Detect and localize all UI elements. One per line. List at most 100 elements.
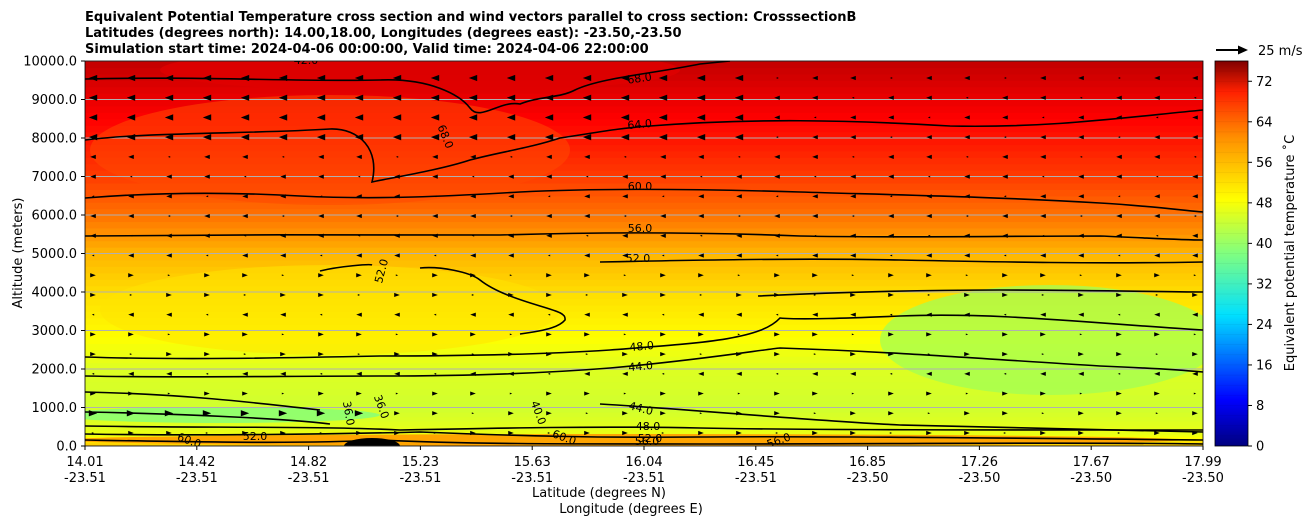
wind-vector xyxy=(1193,392,1197,395)
theta-e-band xyxy=(85,272,1203,280)
x-tick-label-latitude: 16.45 xyxy=(737,455,774,470)
wind-vector xyxy=(774,292,780,298)
wind-vector xyxy=(509,274,513,277)
theta-e-band xyxy=(85,112,1203,120)
chart-title-line-3: Simulation start time: 2024-04-06 00:00:… xyxy=(85,42,649,57)
wind-vector xyxy=(1154,312,1160,317)
wind-vector xyxy=(166,430,172,436)
wind-vector xyxy=(204,332,210,337)
wind-vector xyxy=(888,213,894,219)
wind-vector xyxy=(1003,254,1007,257)
wind-vector xyxy=(620,114,630,121)
wind-vector xyxy=(546,154,552,159)
wind-vector xyxy=(813,116,817,119)
wind-vector xyxy=(316,94,326,101)
contour-label: 68.0 xyxy=(626,70,652,86)
wind-vector xyxy=(964,115,970,120)
wind-vector xyxy=(1192,135,1198,140)
wind-vector xyxy=(1040,312,1046,317)
theta-e-band xyxy=(85,253,1203,261)
wind-vector xyxy=(889,77,893,79)
theta-e-band xyxy=(85,356,1203,364)
wind-vector xyxy=(1155,353,1159,356)
wind-vector xyxy=(926,430,932,436)
wind-vector xyxy=(166,292,172,298)
wind-vector xyxy=(812,273,818,278)
x-tick-label-longitude: -23.51 xyxy=(623,471,665,486)
theta-e-band xyxy=(85,304,1203,312)
theta-e-band xyxy=(85,330,1203,338)
x-tick-label-latitude: 17.67 xyxy=(1073,455,1110,470)
wind-vector xyxy=(1041,412,1045,415)
wind-vector xyxy=(1117,372,1121,375)
wind-vector xyxy=(88,134,98,141)
wind-vector xyxy=(774,115,780,120)
wind-vector xyxy=(204,352,210,357)
wind-vector xyxy=(696,134,706,141)
wind-vector xyxy=(1193,333,1197,336)
contour-label: 52.0 xyxy=(372,258,391,285)
wind-vector xyxy=(242,371,248,376)
y-tick-label: 0.0 xyxy=(56,440,77,455)
wind-vector xyxy=(280,430,286,436)
wind-vector xyxy=(242,332,248,337)
wind-vector xyxy=(508,194,514,199)
theta-e-band xyxy=(85,157,1203,165)
wind-vector xyxy=(547,372,551,375)
wind-vector xyxy=(698,273,704,278)
wind-vector xyxy=(167,333,171,336)
wind-vector xyxy=(1078,75,1084,81)
wind-vector xyxy=(316,410,326,417)
theta-e-band xyxy=(85,388,1203,396)
wind-vector xyxy=(129,234,133,237)
wind-vector xyxy=(734,114,744,121)
wind-vector xyxy=(468,114,478,121)
x-tick-label-latitude: 17.26 xyxy=(961,455,998,470)
wind-vector xyxy=(1155,175,1159,178)
theta-e-band xyxy=(85,429,1203,436)
wind-vector xyxy=(775,77,779,79)
wind-vector xyxy=(1116,273,1122,278)
wind-vector xyxy=(698,154,704,159)
wind-vector xyxy=(813,234,817,237)
contour-label: 64.0 xyxy=(627,117,653,132)
wind-vector xyxy=(736,411,742,416)
wind-vector xyxy=(1155,116,1159,119)
contour-label: 44.0 xyxy=(627,399,654,418)
wind-vector xyxy=(585,353,589,356)
wind-vector xyxy=(1041,234,1045,237)
wind-vector xyxy=(584,371,590,376)
wind-vector xyxy=(812,332,818,337)
contour-label: 52.0 xyxy=(638,432,663,445)
wind-vector xyxy=(508,253,514,258)
wind-vector xyxy=(432,411,438,416)
wind-vector xyxy=(354,134,364,141)
wind-vector xyxy=(658,94,668,101)
wind-vector xyxy=(126,74,136,82)
wind-vector xyxy=(90,273,96,278)
wind-vector xyxy=(737,392,741,395)
wind-vector xyxy=(622,194,628,199)
wind-vector xyxy=(357,294,361,296)
wind-vector xyxy=(278,94,288,101)
wind-vector xyxy=(509,155,513,158)
wind-vector xyxy=(432,174,438,179)
wind-vector xyxy=(356,332,362,337)
wind-vector xyxy=(584,312,590,317)
wind-vector xyxy=(126,114,136,121)
wind-vector xyxy=(509,392,513,395)
wind-vector xyxy=(927,353,931,356)
wind-vector xyxy=(774,154,780,159)
y-tick-label: 3000.0 xyxy=(32,324,78,339)
wind-vector xyxy=(737,215,741,217)
wind-vector xyxy=(696,94,706,101)
wind-vector xyxy=(926,312,932,317)
wind-vector xyxy=(547,313,551,316)
wind-vector xyxy=(508,352,514,357)
wind-vector xyxy=(927,116,931,119)
wind-vector xyxy=(508,411,514,416)
theta-e-band xyxy=(85,163,1203,171)
wind-vector xyxy=(392,134,402,141)
theta-e-band xyxy=(85,221,1203,229)
wind-vector xyxy=(582,134,592,141)
